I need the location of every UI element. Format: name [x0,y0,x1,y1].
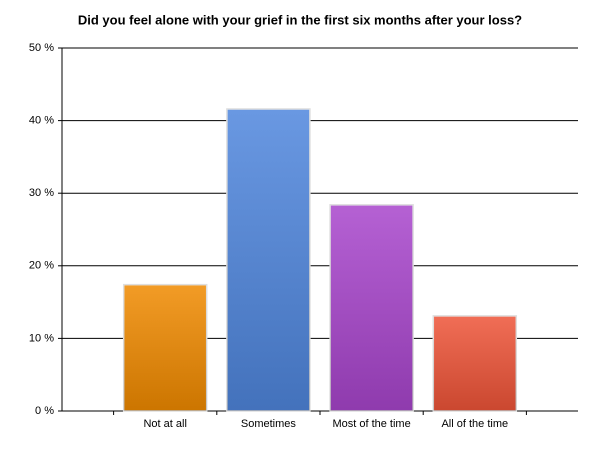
bar [329,204,414,412]
chart-title: Did you feel alone with your grief in th… [78,12,522,27]
x-tick-label: Not at all [143,418,186,430]
bar [122,283,208,412]
bar [432,315,518,412]
y-tick-label: 30 % [29,187,54,199]
y-tick-label: 10 % [29,332,54,344]
y-tick-label: 20 % [29,260,54,272]
y-tick-label: 40 % [29,115,54,127]
y-tick-label: 50 % [29,42,54,54]
bar [226,108,311,412]
x-tick-label: All of the time [441,418,508,430]
x-tick-label: Most of the time [332,418,410,430]
y-tick-label: 0 % [35,405,54,417]
x-tick-label: Sometimes [241,418,297,430]
